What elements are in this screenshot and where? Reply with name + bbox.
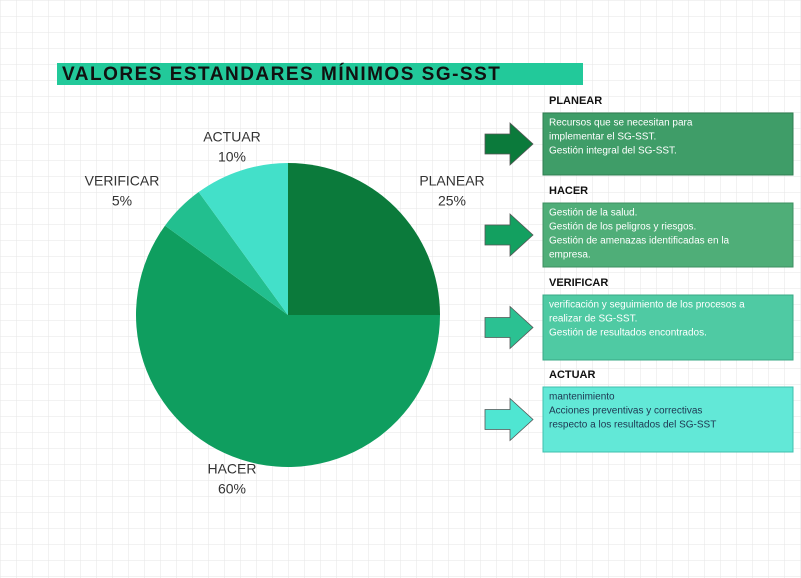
slice-value-label: 5% [112,193,132,209]
panel-box [542,202,794,268]
panel-line: Gestión integral del SG-SST. [549,146,677,157]
panel-line: implementar el SG-SST. [549,132,656,143]
panel-line: respecto a los resultados del SG-SST [549,420,716,431]
panel-line: Recursos que se necesitan para [549,118,693,129]
panel-line: verificación y seguimiento de los proces… [549,300,745,311]
panel-line: Gestión de amenazas identificadas en la [549,236,730,247]
slice-label: VERIFICAR [85,173,160,189]
panel-title: HACER [549,185,588,197]
panel-line: realizar de SG-SST. [549,314,637,325]
panel-line: Gestión de los peligros y riesgos. [549,222,696,233]
slice-value-label: 10% [218,149,246,165]
panel-title: VERIFICAR [549,277,608,289]
slice-label: HACER [207,461,256,477]
pie-slice [165,192,288,315]
chart-title: VALORES ESTANDARES MÍNIMOS SG-SST [62,63,501,85]
arrow [484,305,534,350]
slice-label: PLANEAR [419,173,484,189]
panel-line: Acciones preventivas y correctivas [549,406,702,417]
arrow [484,122,534,166]
pie-slice [288,163,440,315]
slice-value-label: 25% [438,193,466,209]
arrow [484,397,534,442]
slice-label: ACTUAR [203,129,261,145]
title-bar [57,63,583,85]
panel-line: Gestión de la salud. [549,208,637,219]
arrow [484,213,534,257]
panel-title: PLANEAR [549,95,602,107]
panel-box [542,294,794,361]
panel-line: Gestión de resultados encontrados. [549,328,707,339]
pie-slice [198,163,288,315]
slice-value-label: 60% [218,481,246,497]
panel-box [542,386,794,453]
panel-line: empresa. [549,250,591,261]
pie-slice [135,225,440,467]
panel-box [542,112,794,176]
panel-line: mantenimiento [549,392,615,403]
panel-title: ACTUAR [549,369,595,381]
